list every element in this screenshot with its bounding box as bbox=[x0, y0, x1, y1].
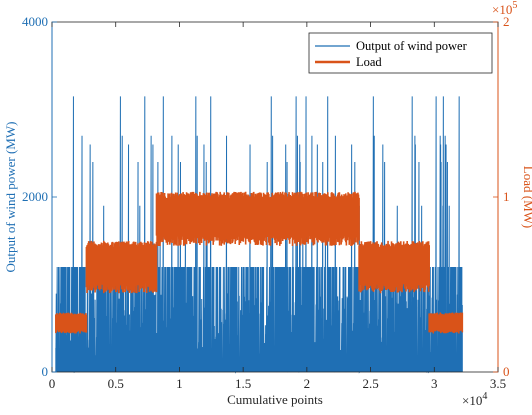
load-series-segment-3 bbox=[155, 191, 360, 246]
y-right-tick-label: 2 bbox=[503, 14, 510, 29]
x-axis-label: Cumulative points bbox=[227, 392, 323, 407]
y-left-tick-label: 4000 bbox=[22, 14, 48, 29]
y-right-tick-label: 1 bbox=[503, 189, 510, 204]
plot-area bbox=[55, 96, 464, 374]
x-axis-exponent: ×104 bbox=[462, 391, 487, 408]
x-tick-label: 1.5 bbox=[235, 376, 251, 391]
x-tick-label: 1 bbox=[176, 376, 183, 391]
x-tick-label: 0.5 bbox=[108, 376, 124, 391]
x-tick-label: 3 bbox=[431, 376, 438, 391]
load-series-segment-4 bbox=[358, 240, 430, 294]
y-axis-right-exponent: ×105 bbox=[492, 0, 517, 17]
x-tick-label: 3.5 bbox=[490, 376, 506, 391]
y-left-tick-label: 0 bbox=[42, 364, 49, 379]
load-series-segment-1 bbox=[55, 312, 88, 334]
load-series-segment-5 bbox=[428, 312, 464, 334]
y-left-tick-label: 2000 bbox=[22, 189, 48, 204]
load-series-segment-2 bbox=[85, 240, 158, 294]
legend-label-load: Load bbox=[356, 55, 382, 69]
y-axis-left-label: Output of wind power (MW) bbox=[3, 122, 18, 273]
y-axis-right-label: Load (MW) bbox=[521, 166, 532, 228]
y-right-tick-label: 0 bbox=[503, 364, 510, 379]
x-tick-label: 0 bbox=[49, 376, 56, 391]
legend-label-wind: Output of wind power bbox=[356, 39, 468, 53]
x-tick-label: 2.5 bbox=[362, 376, 378, 391]
x-tick-label: 2 bbox=[304, 376, 311, 391]
legend-box bbox=[308, 32, 493, 74]
legend: Output of wind power Load bbox=[308, 32, 493, 74]
